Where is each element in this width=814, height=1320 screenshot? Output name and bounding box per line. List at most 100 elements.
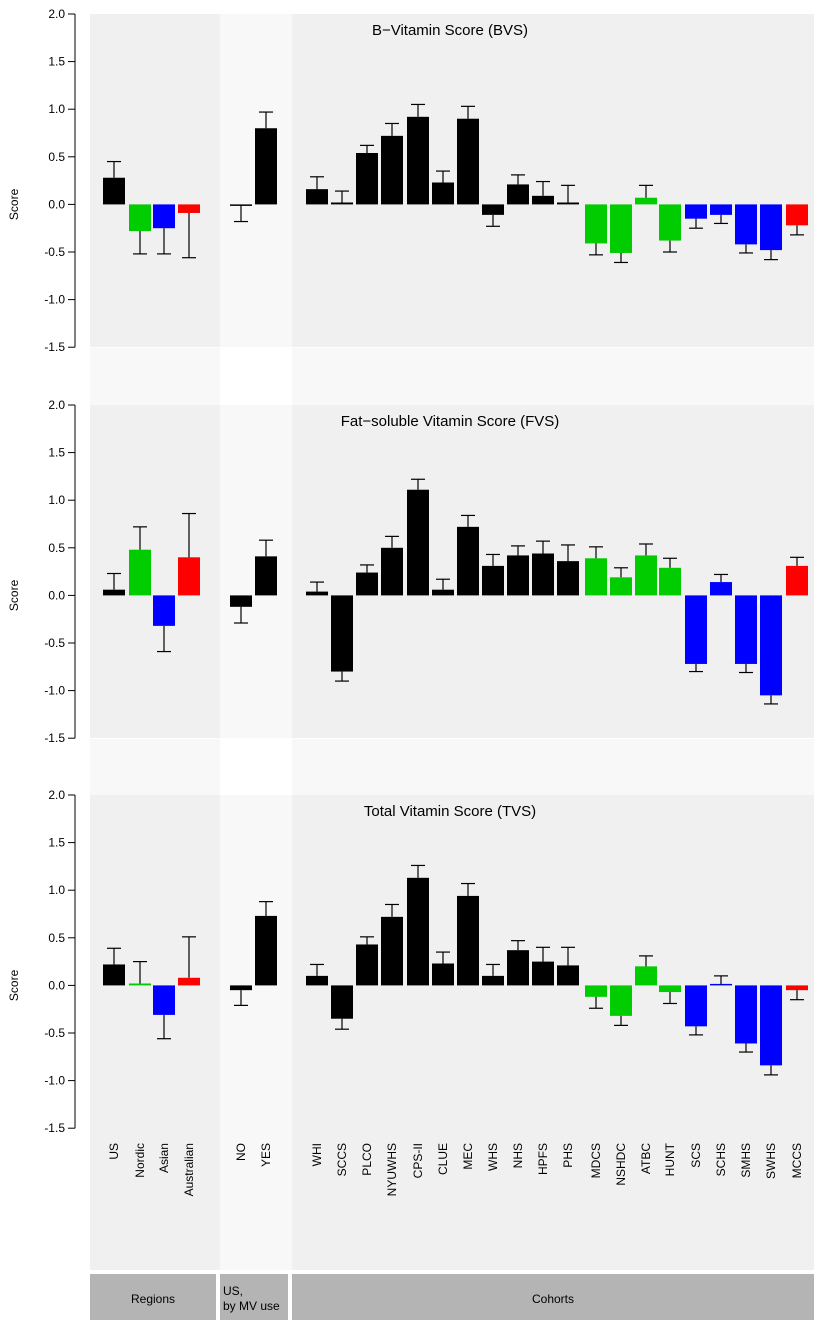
bar-NSHDC [610, 985, 632, 1016]
x-tick-label: SCCS [335, 1143, 349, 1176]
x-tick-label: NSHDC [614, 1143, 628, 1186]
bar-HUNT [659, 204, 681, 241]
x-tick-label: WHI [310, 1143, 324, 1166]
bar-Australian [178, 204, 200, 213]
bar-NHS [507, 950, 529, 986]
y-tick-label: 0.5 [48, 931, 65, 945]
y-tick-label: 1.0 [48, 883, 65, 897]
y-axis-label: Score [7, 579, 21, 611]
footer-us-label-line1: US, [223, 1284, 243, 1298]
bar-MCCS [786, 204, 808, 226]
panel-1: 2.0 1.5 1.0 0.5 0.0 -0.5 -1.0 -1.5 Score B−Vitami… [7, 7, 808, 354]
bar-CLUE [432, 589, 454, 596]
bar-NSHDC [610, 204, 632, 253]
bar-WHS [482, 975, 504, 986]
bar-SMHS [735, 595, 757, 664]
x-tick-label: Australian [182, 1143, 196, 1196]
bar-WHS [482, 565, 504, 596]
y-tick-label: -1.5 [44, 340, 65, 354]
x-tick-label: HUNT [663, 1142, 677, 1176]
bar-NHS [507, 184, 529, 205]
x-tick-label: SCS [689, 1143, 703, 1168]
bar-ATBC [635, 197, 657, 205]
x-tick-label: SCHS [714, 1143, 728, 1176]
bar-SCCS [331, 202, 353, 205]
bar-SCHS [710, 204, 732, 215]
bar-SCS [685, 595, 707, 664]
bar-NO [230, 595, 252, 607]
panel-title: Total Vitamin Score (TVS) [364, 803, 536, 820]
bar-CLUE [432, 963, 454, 986]
bar-NYUWHS [381, 916, 403, 986]
bar-SCHS [710, 983, 732, 986]
bar-NSHDC [610, 577, 632, 596]
x-tick-label: MDCS [589, 1143, 603, 1178]
y-tick-label: 0.0 [48, 588, 65, 602]
bar-YES [255, 556, 277, 596]
x-tick-label: CPS-II [411, 1143, 425, 1178]
y-tick-label: -0.5 [44, 245, 65, 259]
panel-gap-us-2 [220, 739, 292, 795]
y-tick-label: 0.5 [48, 541, 65, 555]
panel-title: B−Vitamin Score (BVS) [372, 22, 528, 39]
bar-MCCS [786, 985, 808, 991]
x-tick-label: PLCO [360, 1143, 374, 1176]
panel-2: 2.0 1.5 1.0 0.5 0.0 -0.5 -1.0 -1.5 Score Fat−solu… [7, 398, 808, 745]
bar-CPS-II [407, 877, 429, 986]
y-axis-label: Score [7, 188, 21, 220]
cohorts-band-panel-3 [292, 795, 814, 1128]
x-tick-label: US [107, 1143, 121, 1160]
y-tick-label: -0.5 [44, 636, 65, 650]
x-tick-label: HPFS [536, 1143, 550, 1175]
x-tick-label: NO [234, 1143, 248, 1161]
bar-YES [255, 915, 277, 986]
y-axis-label: Score [7, 969, 21, 1001]
bar-Nordic [129, 549, 151, 596]
panel-3: 2.0 1.5 1.0 0.5 0.0 -0.5 -1.0 -1.5 Score Total Vi… [7, 788, 808, 1135]
bar-MEC [457, 118, 479, 205]
chart-panels: 2.0 1.5 1.0 0.5 0.0 -0.5 -1.0 -1.5 Score B−Vitami… [7, 7, 808, 1135]
bar-CPS-II [407, 489, 429, 596]
bar-HPFS [532, 961, 554, 986]
bar-Asian [153, 204, 175, 229]
panel-gap-2 [90, 739, 814, 795]
bar-Asian [153, 595, 175, 626]
regions-band-panel-3 [90, 795, 220, 1128]
x-tick-label: NYUWHS [385, 1143, 399, 1196]
bar-HUNT [659, 567, 681, 596]
panel-title: Fat−soluble Vitamin Score (FVS) [341, 413, 560, 430]
bar-PHS [557, 965, 579, 986]
bar-WHI [306, 189, 328, 205]
bar-HPFS [532, 553, 554, 596]
bar-SCCS [331, 595, 353, 672]
bar-CPS-II [407, 116, 429, 205]
bar-ATBC [635, 555, 657, 596]
bar-MDCS [585, 558, 607, 596]
x-tick-label: Nordic [133, 1143, 147, 1178]
bar-Australian [178, 977, 200, 986]
us-mv-band-label-area [220, 1128, 292, 1270]
bar-US [103, 177, 125, 205]
bar-WHI [306, 975, 328, 986]
cohorts-band-panel-1 [292, 14, 814, 347]
y-tick-label: -1.5 [44, 1121, 65, 1135]
y-tick-label: 2.0 [48, 7, 65, 21]
y-tick-label: 1.5 [48, 446, 65, 460]
bar-SCS [685, 985, 707, 1027]
bar-SWHS [760, 595, 782, 696]
y-tick-label: 0.5 [48, 150, 65, 164]
bar-NO [230, 204, 252, 206]
bar-PLCO [356, 944, 378, 986]
y-tick-label: -1.0 [44, 684, 65, 698]
bar-WHS [482, 204, 504, 215]
footer-cohorts-box [292, 1274, 814, 1320]
bar-SWHS [760, 204, 782, 251]
bar-SMHS [735, 204, 757, 245]
bar-PLCO [356, 572, 378, 596]
footer-cohorts-label: Cohorts [532, 1292, 574, 1306]
bar-SWHS [760, 985, 782, 1066]
bar-PHS [557, 202, 579, 205]
footer-regions-label: Regions [131, 1292, 175, 1306]
bar-Australian [178, 557, 200, 596]
